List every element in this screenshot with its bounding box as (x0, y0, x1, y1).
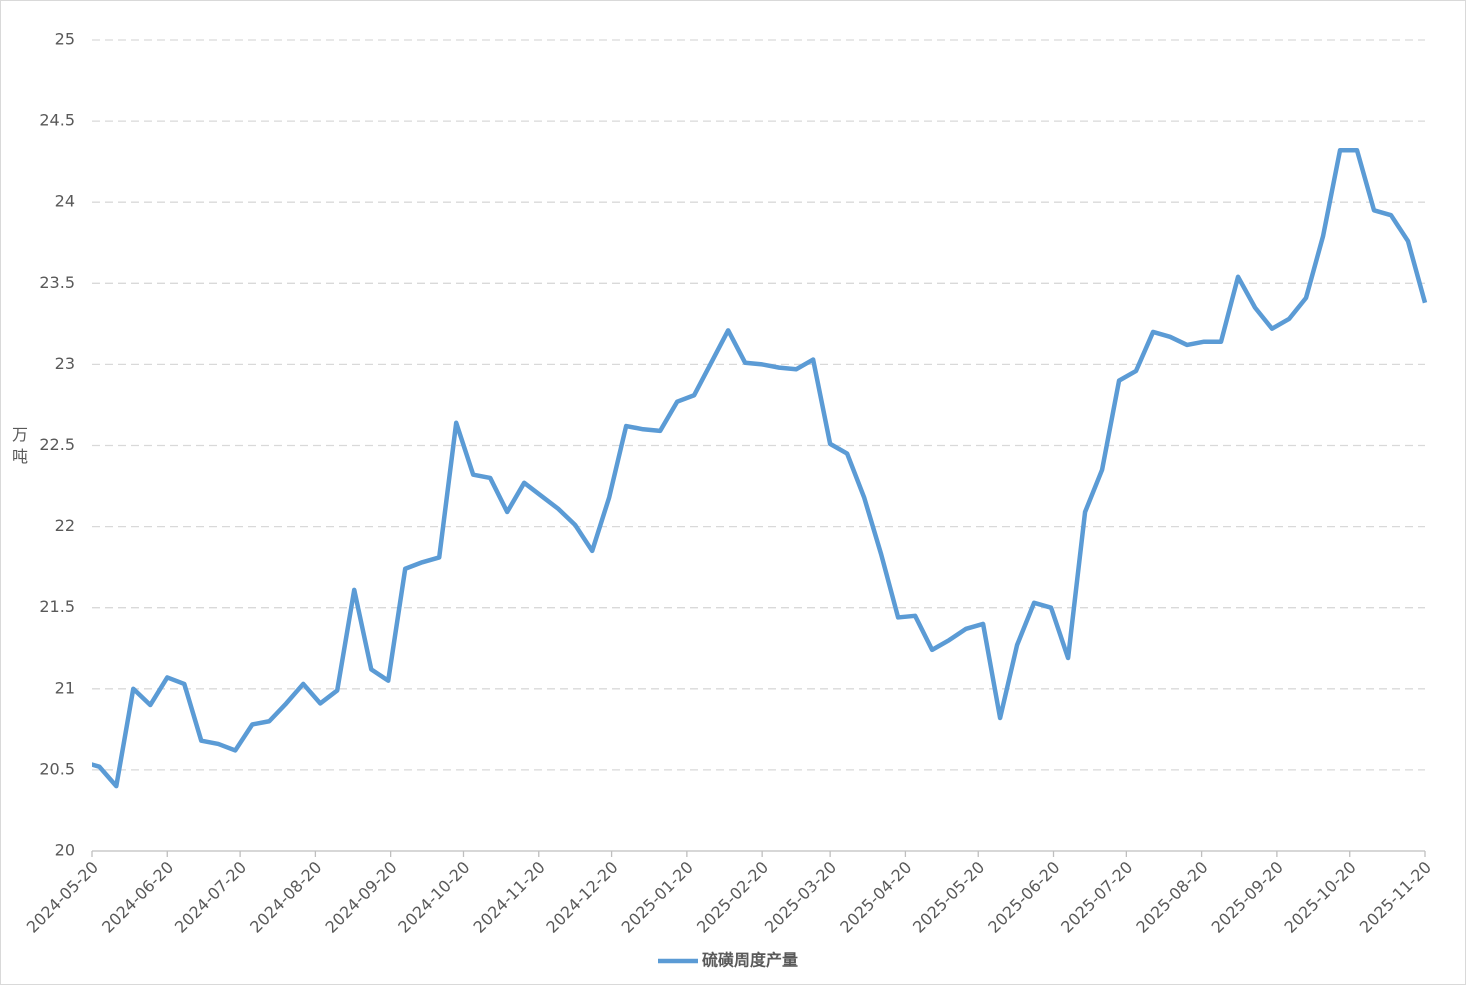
y-tick-label: 21 (55, 678, 75, 697)
y-tick-label: 24 (55, 192, 75, 211)
y-tick-label: 20 (55, 841, 75, 860)
plot-area (92, 148, 1428, 789)
y-tick-label: 20.5 (39, 759, 75, 778)
y-tick-label: 21.5 (39, 597, 75, 616)
y-tick-label: 24.5 (39, 111, 75, 130)
y-tick-label: 22.5 (39, 435, 75, 454)
data-line (92, 148, 1428, 789)
y-tick-label: 23.5 (39, 273, 75, 292)
y-tick-label: 22 (55, 516, 75, 535)
y-tick-label: 23 (55, 354, 75, 373)
y-tick-label: 25 (55, 30, 75, 49)
y-axis-label: 万吨 (12, 425, 28, 466)
legend-label: 硫磺周度产量 (702, 951, 798, 970)
